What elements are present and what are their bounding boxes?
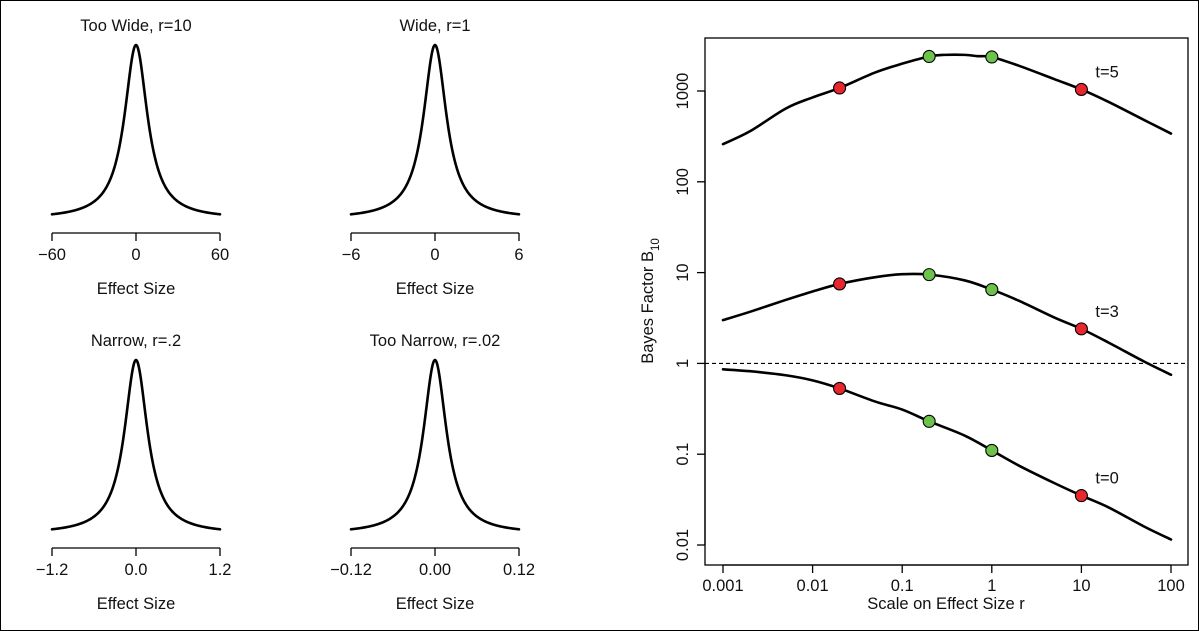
panel-title: Too Narrow, r=.02	[370, 332, 501, 350]
y-axis-label: Bayes Factor B10	[639, 238, 662, 364]
panel-wide: Wide, r=1 −6 0 6 Effect Size	[342, 17, 524, 298]
series-lines	[721, 53, 1173, 541]
y-axis-label-main: Bayes Factor B	[639, 251, 657, 364]
green-point	[985, 50, 999, 64]
density-curve	[349, 43, 521, 216]
green-point	[922, 414, 936, 428]
tick-label: 0	[131, 246, 140, 264]
red-point	[1074, 82, 1088, 97]
green-point	[922, 268, 936, 282]
red-point	[1074, 322, 1088, 336]
tick-label: 0.0	[125, 561, 148, 579]
y-axis-label-subscript: 10	[650, 238, 662, 251]
tick-label: 0.00	[419, 561, 451, 579]
series-labels: t=5 t=3 t=0	[1095, 63, 1118, 487]
x-axis-label: Scale on Effect Size r	[867, 595, 1025, 613]
red-point	[1074, 489, 1088, 503]
x-axis-label: Effect Size	[97, 280, 176, 298]
green-point	[922, 49, 936, 64]
tick-label: 0.1	[891, 577, 914, 595]
tick-label: 6	[514, 246, 523, 264]
x-axis-label: Effect Size	[396, 595, 475, 613]
tick-label: 1000	[674, 73, 692, 110]
panel-title: Narrow, r=.2	[91, 332, 181, 350]
panel-too-narrow: Too Narrow, r=.02 −0.12 0.00 0.12 Effect S…	[330, 332, 535, 613]
tick-label: 60	[211, 246, 229, 264]
highlight-points	[833, 49, 1088, 503]
x-axis: 0.001 0.01 0.1 1 10 100	[702, 564, 1185, 595]
panel-title: Too Wide, r=10	[80, 17, 191, 35]
panel-title: Wide, r=1	[399, 17, 470, 35]
tick-label: 1	[674, 359, 692, 368]
green-point	[985, 283, 999, 297]
panel-narrow: Narrow, r=.2 −1.2 0.0 1.2 Effect Size	[36, 332, 232, 613]
x-axis-label: Effect Size	[396, 280, 475, 298]
density-curve	[349, 358, 521, 531]
tick-label: −0.12	[330, 561, 372, 579]
y-axis: 0.01 0.1 1 10 100 1000	[674, 73, 706, 561]
x-axis: −6 0 6	[342, 232, 524, 264]
panel-too-wide: Too Wide, r=10 −60 0 60 Effect Size	[38, 17, 229, 298]
x-axis-label: Effect Size	[97, 595, 176, 613]
tick-label: 0.001	[702, 577, 743, 595]
green-point	[985, 443, 999, 457]
series-line-t-0	[721, 368, 1173, 541]
tick-label: 0.1	[674, 443, 692, 466]
tick-label: −1.2	[36, 561, 69, 579]
tick-label: 0	[430, 246, 439, 264]
density-curve	[50, 358, 222, 531]
red-point	[833, 277, 847, 291]
tick-label: −6	[342, 246, 361, 264]
series-line-t-3	[721, 272, 1173, 377]
tick-label: 0.01	[797, 577, 829, 595]
red-point	[833, 81, 847, 95]
tick-label: 10	[1072, 577, 1090, 595]
series-label: t=3	[1095, 303, 1118, 321]
bayes-factor-plot: t=5 t=3 t=0 0.001 0.01 0.1 1 10 100 0.01 0.1 1 10 1…	[639, 37, 1189, 613]
x-axis: −60 0 60	[38, 232, 229, 264]
series-label: t=5	[1095, 63, 1118, 81]
prior-density-panels: Too Wide, r=10 −60 0 60 Effect Size Wide, …	[36, 17, 535, 613]
tick-label: 100	[674, 168, 692, 196]
x-axis: −1.2 0.0 1.2	[36, 547, 232, 579]
tick-label: 1	[987, 577, 996, 595]
tick-label: 0.12	[503, 561, 535, 579]
red-point	[833, 381, 847, 395]
tick-label: 100	[1157, 577, 1185, 595]
series-label: t=0	[1095, 470, 1118, 488]
tick-label: 1.2	[209, 561, 232, 579]
density-curve	[50, 43, 222, 216]
tick-label: 10	[674, 263, 692, 281]
tick-label: −60	[38, 246, 66, 264]
tick-label: 0.01	[674, 529, 692, 561]
x-axis: −0.12 0.00 0.12	[330, 547, 535, 579]
